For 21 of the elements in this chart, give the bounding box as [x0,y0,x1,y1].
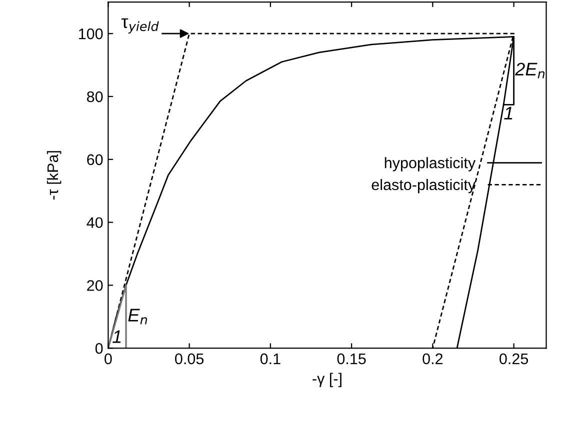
x-tick-label: 0 [104,353,112,364]
annotation: 1 [504,106,512,120]
y-tick-label: 40 [86,217,103,228]
y-tick-label: 60 [87,154,103,166]
x-tick-label: 0.2 [422,353,443,364]
annotation: 2E$_{n}$ [514,62,545,78]
x-tick-label: 0.05 [175,353,204,364]
annotation: E$_{n}$ [128,308,148,324]
annotation: τ$_{yield}$ [121,18,159,34]
y-tick-label: 0 [95,343,103,354]
x-tick-label: 0.15 [337,353,366,364]
y-tick-label: 20 [87,280,103,291]
x-axis-title: -γ [-] [312,372,342,388]
y-axis-title: -τ [kPa] [46,151,62,200]
x-tick-label: 0.25 [500,353,528,364]
annotation: 1 [112,330,121,343]
y-tick-label: 100 [79,28,103,40]
y-tick-label: 80 [87,91,103,102]
legend-label: hypoplasticity [384,157,476,172]
x-tick-label: 0.1 [260,353,280,364]
legend-label: elasto-plasticity [372,178,476,194]
